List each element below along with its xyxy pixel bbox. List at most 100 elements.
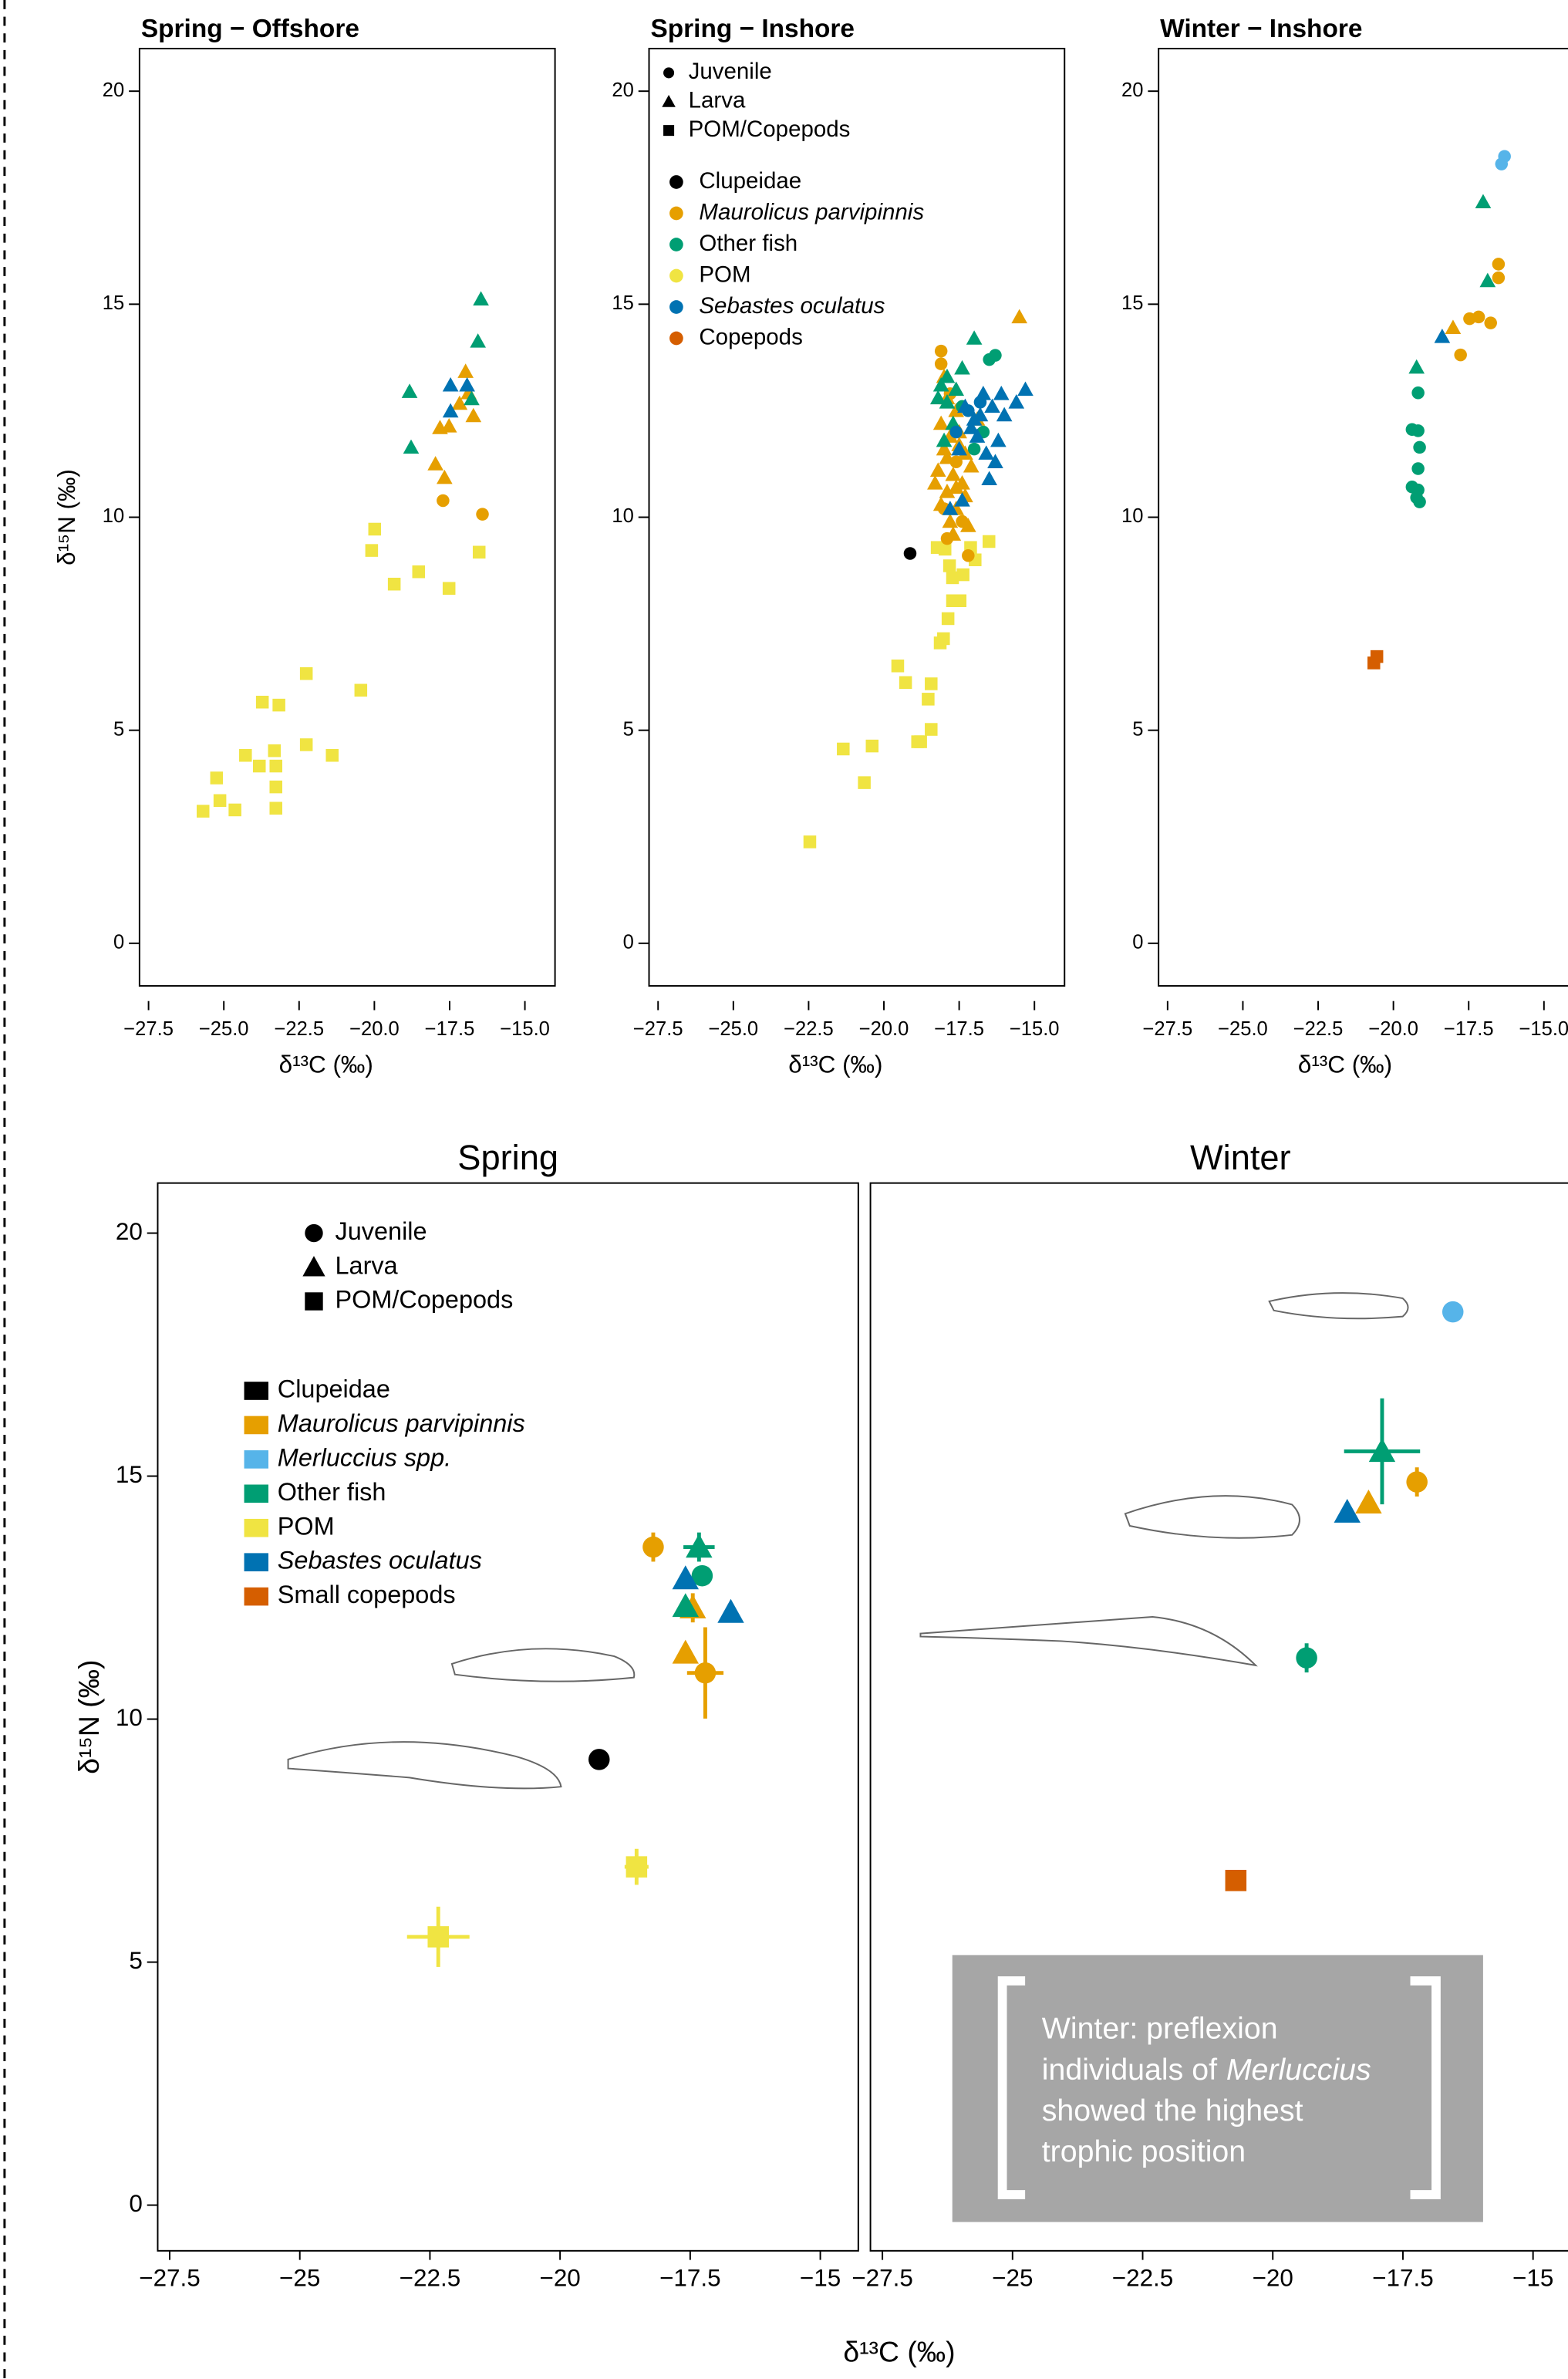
point: [626, 1856, 648, 1878]
point: [803, 835, 817, 849]
point: [949, 455, 963, 468]
point: [457, 363, 474, 378]
point: [691, 1564, 713, 1587]
point: [930, 541, 944, 554]
series: Sebastes oculatus: [672, 1565, 744, 1623]
annotation-line: individuals of Merluccius: [1042, 2053, 1371, 2087]
point: [978, 445, 995, 460]
x-tick-label: −27.5: [633, 1018, 683, 1040]
x-tick-label: −22.5: [400, 2264, 461, 2291]
point: [228, 803, 241, 817]
series: Other fish: [1405, 386, 1426, 508]
series: POM: [406, 1848, 649, 1967]
point: [299, 666, 313, 680]
point: [973, 396, 987, 409]
x-tick-label: −15: [1512, 2264, 1553, 2291]
point: [470, 333, 486, 348]
point: [946, 571, 959, 585]
y-tick-label: 10: [612, 505, 633, 527]
point: [437, 469, 453, 484]
point: [982, 535, 996, 548]
y-tick-label: 20: [103, 79, 124, 101]
y-tick-label: 0: [1132, 932, 1143, 953]
point: [932, 376, 949, 392]
y-tick-label: 0: [623, 932, 634, 953]
point: [442, 376, 459, 392]
x-tick-label: −22.5: [784, 1018, 834, 1040]
point: [956, 568, 969, 582]
point: [442, 582, 456, 595]
point: [476, 508, 489, 521]
legend-swatch: [669, 206, 683, 221]
x-tick-label: −27.5: [851, 2264, 913, 2291]
series: Maurolicus parvipinnis: [437, 494, 489, 521]
point: [942, 501, 959, 515]
x-tick-label: −20: [539, 2264, 580, 2291]
x-tick-label: −25: [992, 2264, 1033, 2291]
annotation-line: trophic position: [1042, 2134, 1246, 2168]
point: [954, 359, 970, 375]
point: [412, 565, 426, 579]
legend-swatch: [669, 331, 683, 346]
series: POM: [803, 535, 996, 849]
point: [966, 411, 983, 426]
point: [967, 442, 981, 456]
point: [1479, 272, 1496, 288]
point: [948, 381, 965, 396]
legend-shape: [662, 95, 676, 107]
x-tick-label: −17.5: [1372, 2264, 1434, 2291]
point: [981, 471, 997, 486]
y-tick-label: 10: [1121, 505, 1143, 527]
point: [922, 693, 935, 706]
legend-label: Larva: [689, 88, 746, 113]
y-tick-label: 5: [129, 1947, 142, 1974]
legend-label: Sebastes oculatus: [278, 1547, 482, 1574]
legend-shape: [302, 1256, 325, 1277]
legend-label: POM: [699, 262, 750, 287]
point: [1442, 1301, 1464, 1323]
point: [929, 390, 946, 405]
x-axis-label: δ¹³C (‰): [788, 1051, 882, 1078]
point: [459, 376, 475, 392]
x-tick-label: −20.0: [349, 1018, 400, 1040]
y-tick-label: 15: [103, 292, 124, 314]
legend-label: Copepods: [699, 324, 802, 349]
panel-title: Winter: [1190, 1138, 1291, 1177]
point: [1472, 310, 1485, 324]
x-tick-label: −17.5: [934, 1018, 984, 1040]
point: [903, 547, 917, 560]
series: Sebastes oculatus: [1434, 329, 1451, 343]
series: Sebastes oculatus: [442, 376, 475, 418]
series: Maurolicus parvipinnis: [1355, 1489, 1382, 1513]
y-tick-label: 20: [116, 1218, 143, 1245]
legend-swatch: [669, 175, 683, 189]
y-tick-label: 0: [113, 932, 124, 953]
legend-swatch: [244, 1450, 269, 1469]
point: [939, 394, 956, 409]
series: Other fish: [1344, 1398, 1421, 1505]
legend-swatch: [244, 1416, 269, 1435]
point: [213, 794, 227, 808]
legend-swatch: [244, 1553, 269, 1571]
point: [401, 383, 418, 398]
legend-swatch: [244, 1382, 269, 1400]
series: Maurolicus parvipinnis: [927, 309, 1028, 541]
y-axis-label: δ¹⁵N (‰): [72, 1660, 105, 1774]
legend-label: POM/Copepods: [336, 1286, 514, 1314]
point: [914, 735, 927, 748]
point: [1492, 258, 1506, 271]
point: [925, 723, 938, 736]
point: [937, 632, 950, 646]
fish-drawing: [1268, 1292, 1409, 1320]
y-tick-label: 5: [1132, 718, 1143, 740]
series: POM: [196, 522, 486, 818]
fish-drawing: [287, 1741, 562, 1790]
point: [365, 544, 379, 557]
x-tick-label: −25.0: [708, 1018, 758, 1040]
panel-title: Winter − Inshore: [1160, 15, 1362, 43]
legend-shape: [663, 125, 675, 137]
point: [936, 440, 953, 456]
point: [1434, 329, 1451, 343]
series: Small copepods: [1225, 1869, 1247, 1891]
point: [949, 425, 963, 439]
